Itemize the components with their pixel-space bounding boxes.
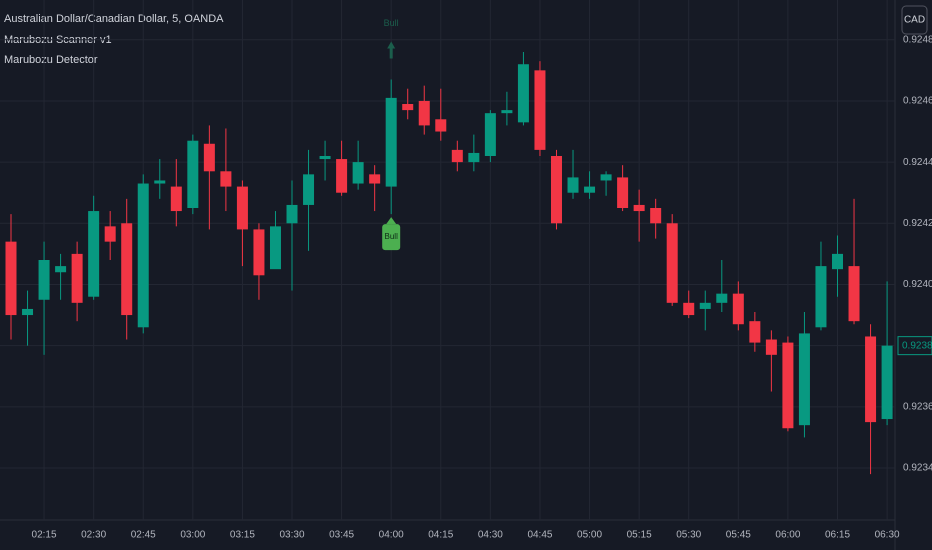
x-tick-label: 05:45: [726, 530, 751, 541]
x-tick-label: 05:30: [676, 530, 701, 541]
candle-body: [154, 180, 166, 184]
x-tick-label: 04:30: [478, 530, 503, 541]
candle-body: [848, 266, 860, 322]
candle-body: [815, 266, 827, 328]
candle-body: [584, 186, 596, 193]
candle-body: [319, 156, 331, 160]
candle-body: [418, 100, 430, 126]
candle-body: [567, 177, 579, 193]
candle-body: [170, 186, 182, 212]
candle-body: [104, 226, 116, 242]
x-tick-label: 02:45: [131, 530, 156, 541]
last-price-box: [897, 336, 932, 356]
candle-body: [798, 333, 810, 426]
x-tick-label: 03:15: [230, 530, 255, 541]
x-tick-label: 03:45: [329, 530, 354, 541]
candle-body: [38, 260, 50, 300]
x-tick-label: 06:00: [775, 530, 800, 541]
indicator-label: Marubozu Detector: [4, 54, 98, 66]
candle-body: [121, 223, 133, 316]
candle-body: [385, 97, 397, 187]
x-tick-label: 06:30: [875, 530, 900, 541]
chart-title: Australian Dollar/Canadian Dollar, 5, OA…: [4, 13, 224, 25]
candle-body: [550, 156, 562, 224]
x-tick-label: 03:30: [279, 530, 304, 541]
candle-body: [782, 342, 794, 429]
candle-body: [253, 229, 265, 276]
candle-body: [716, 293, 728, 303]
candle-body: [617, 177, 629, 208]
annotation-arrow: [387, 41, 396, 59]
candle-body: [203, 143, 215, 172]
last-price-label: 0.92380: [902, 340, 932, 351]
candle-body: [832, 253, 843, 270]
candle-body: [187, 140, 199, 208]
candle-body: [865, 336, 877, 423]
candle-body: [765, 339, 777, 355]
candle-body: [5, 241, 17, 316]
x-tick-label: 05:00: [577, 530, 602, 541]
x-tick-label: 05:15: [627, 530, 652, 541]
candle-body: [534, 70, 546, 150]
x-tick-label: 06:15: [825, 530, 850, 541]
candle-body: [468, 152, 480, 163]
currency-button[interactable]: [901, 5, 928, 35]
candle-body: [435, 119, 447, 132]
x-tick-label: 04:00: [379, 530, 404, 541]
candle-body: [286, 204, 298, 224]
candle-body: [369, 174, 381, 184]
candle-body: [650, 208, 662, 224]
candle-body: [732, 293, 744, 325]
candle-body: [236, 186, 248, 230]
currency-button-label[interactable]: CAD: [904, 15, 925, 26]
candle-body: [683, 302, 695, 316]
x-tick-label: 04:45: [527, 530, 552, 541]
candle-body: [71, 253, 83, 303]
candle-body: [633, 204, 645, 212]
candle-body: [220, 171, 232, 187]
candle-body: [881, 345, 893, 420]
candle-body: [55, 266, 67, 273]
candle-body: [303, 174, 315, 205]
candle-body: [699, 302, 711, 309]
candle-body: [451, 149, 463, 163]
candle-body: [88, 211, 100, 297]
candle-body: [22, 308, 34, 316]
candle-body: [137, 183, 149, 328]
x-tick-label: 04:15: [428, 530, 453, 541]
candle-body: [402, 104, 414, 111]
candle-body: [600, 174, 612, 181]
x-tick-label: 02:30: [81, 530, 106, 541]
candle-body: [484, 113, 496, 156]
x-tick-label: 03:00: [180, 530, 205, 541]
annotation-box: [382, 224, 401, 251]
candle-body: [336, 159, 348, 193]
candle-body: [352, 162, 364, 184]
candle-body: [749, 321, 761, 343]
annotation-label: Bull: [384, 18, 399, 28]
candle-body: [666, 223, 678, 303]
candle-body: [501, 110, 513, 114]
candle-body: [269, 226, 281, 270]
candle-body: [517, 64, 529, 123]
x-tick-label: 02:15: [32, 530, 57, 541]
annotation-marker: [386, 217, 397, 225]
annotation-label: Bull: [385, 232, 399, 241]
